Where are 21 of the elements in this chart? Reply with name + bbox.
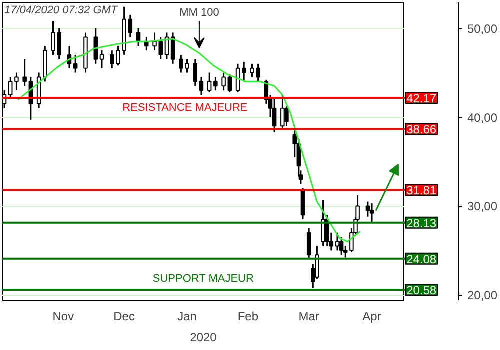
x-tick-label: Apr <box>362 310 382 324</box>
annotation: 17/04/2020 07:32 GMT <box>4 4 119 16</box>
ref-line-label: 20.58 <box>406 284 437 298</box>
x-tick-label: Mar <box>298 310 320 324</box>
y-tick-label: 50,00 <box>468 22 498 36</box>
x-tick-label: Jan <box>178 310 197 324</box>
y-tick-label: 20,00 <box>468 288 498 303</box>
ref-line-label: 31.81 <box>406 184 437 198</box>
y-tick-label: 40,00 <box>468 110 498 125</box>
x-tick-label: Feb <box>238 310 259 324</box>
annotation: RESISTANCE MAJEURE <box>122 102 248 114</box>
y-tick-label: 30,00 <box>468 200 498 214</box>
annotation: SUPPORT MAJEUR <box>152 273 254 286</box>
ref-line-label: 24.08 <box>406 252 437 266</box>
ref-line-label: 42.17 <box>406 91 437 106</box>
annotation: MM 100 <box>180 7 220 20</box>
text: 2020 <box>190 330 218 344</box>
ref-line-label: 28.13 <box>406 216 437 230</box>
x-tick-label: Nov <box>52 310 74 324</box>
ref-line-label: 38.66 <box>406 122 437 137</box>
x-tick-label: Dec <box>114 310 135 324</box>
